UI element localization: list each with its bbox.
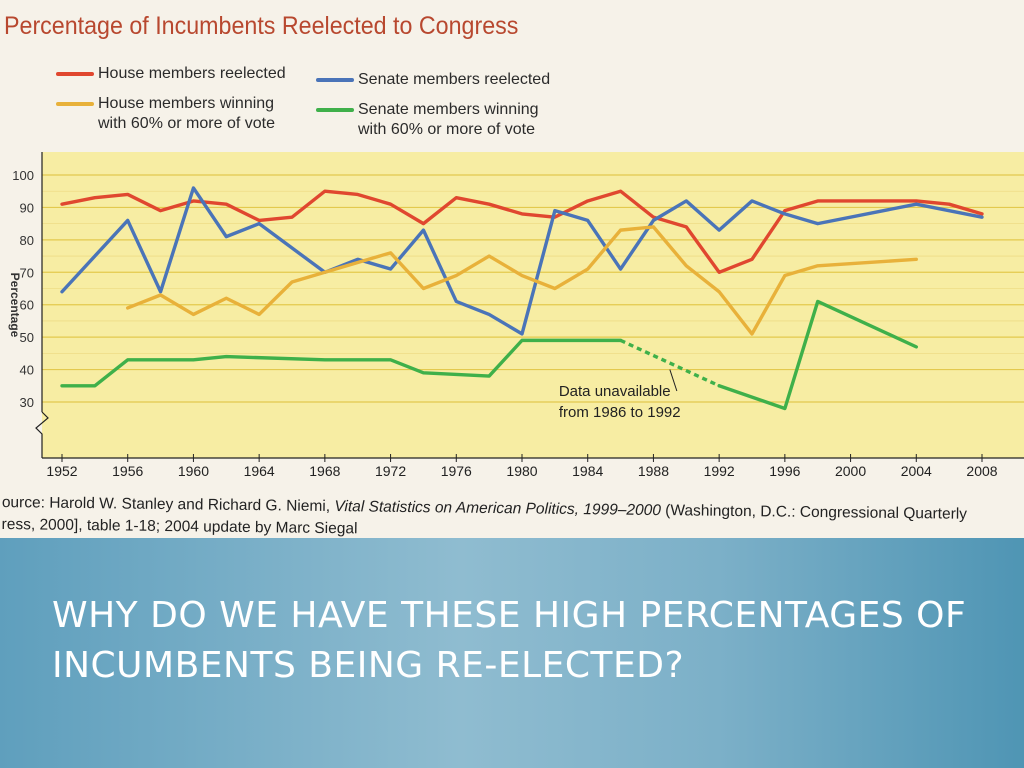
annotation-0-line-1: from 1986 to 1992 [559,404,681,421]
x-tick-label-1952: 1952 [46,463,77,479]
y-tick-label-80: 80 [20,233,34,248]
legend-label-senate-60: Senate members winning with 60% or more … [358,101,539,138]
annotation-0-line-0: Data unavailable [559,383,671,400]
series-line-2 [126,225,918,336]
x-tick-label-1956: 1956 [112,463,143,479]
x-tick-label-2004: 2004 [901,463,932,479]
y-tick-label-70: 70 [20,265,34,280]
legend-swatch-house-60 [56,102,94,106]
data-series [60,186,984,411]
series-line-3-b [717,299,918,411]
x-tick-label-1964: 1964 [244,463,275,479]
y-tick-label-30: 30 [20,395,34,410]
x-tick-label-1996: 1996 [769,463,800,479]
line-chart: 100 90 80 70 60 50 40 30 1952 1956 1960 1964 1968 197… [8,152,1024,479]
x-tick-label-2008: 2008 [966,463,997,479]
annotations: Data unavailable from 1986 to 1992 [559,369,681,421]
series-line-3-a [60,338,623,388]
x-tick-label-1980: 1980 [506,463,537,479]
legend-label-house-60: House members winning with 60% or more o… [98,95,275,132]
legend-swatch-senate-reelected [316,78,354,82]
series-3 [60,299,918,411]
y-axis-label: Percentage [8,273,22,338]
source-note-work-title: Vital Statistics on American Politics, 1… [334,498,662,520]
x-tick-label-1972: 1972 [375,463,406,479]
y-tick-label-90: 90 [20,200,34,215]
x-tick-label-1976: 1976 [441,463,472,479]
grid-lines [42,174,1024,403]
legend-label-house-reelected: House members reelected [98,65,286,82]
y-tick-label-50: 50 [20,330,34,345]
series-line-1 [60,186,984,336]
y-tick-label-40: 40 [20,363,34,378]
source-note-prefix: ource: Harold W. Stanley and Richard G. … [1,493,335,516]
x-tick-label-2000: 2000 [835,463,866,479]
source-note-line2: ress, 2000], table 1-18; 2004 update by … [1,515,358,538]
legend-swatch-senate-60 [316,108,354,112]
series-0 [60,189,984,274]
x-tick-label-1992: 1992 [704,463,735,479]
annotation-0-leader [669,369,678,392]
y-axis-break [35,411,49,458]
axes: 100 90 80 70 60 50 40 30 1952 1956 1960 1964 1968 197… [8,152,1024,479]
x-tick-label-1968: 1968 [309,463,340,479]
x-tick-label-1988: 1988 [638,463,669,479]
y-tick-label-100: 100 [12,168,34,183]
slide-question: WHY DO WE HAVE THESE HIGH PERCENTAGES OF… [52,595,967,686]
x-tick-label-1960: 1960 [178,463,209,479]
x-tick-label-1984: 1984 [572,463,603,479]
source-note-suffix: (Washington, D.C.: Congressional Quarter… [660,502,968,523]
legend-label-senate-reelected: Senate members reelected [358,71,551,88]
series-line-0 [60,189,984,274]
legend-swatch-house-reelected [56,72,94,76]
question-banner: WHY DO WE HAVE THESE HIGH PERCENTAGES OF… [0,538,1024,768]
chart-figure: Percentage of Incumbents Reelected to Co… [0,0,1024,538]
series-2 [126,225,918,336]
chart-title: Percentage of Incumbents Reelected to Co… [4,12,519,40]
y-tick-label-60: 60 [20,298,34,313]
series-line-3-gap [619,338,720,388]
series-1 [60,186,984,336]
